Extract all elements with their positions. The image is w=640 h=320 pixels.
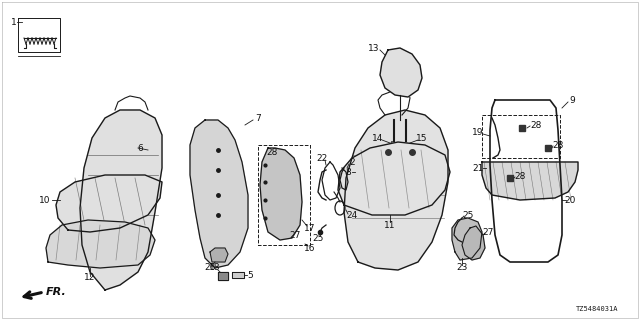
Text: 2: 2 (349, 157, 355, 166)
Text: 18: 18 (209, 263, 221, 273)
Polygon shape (452, 218, 482, 260)
Polygon shape (462, 226, 485, 260)
Text: 27: 27 (289, 230, 301, 239)
Text: 25: 25 (312, 234, 324, 243)
Text: 28: 28 (552, 140, 564, 149)
Text: 8: 8 (345, 167, 351, 177)
Text: 24: 24 (346, 211, 358, 220)
Polygon shape (260, 148, 302, 240)
Text: TZ5484031A: TZ5484031A (575, 306, 618, 312)
Polygon shape (232, 272, 244, 278)
Polygon shape (80, 110, 162, 290)
Text: 12: 12 (84, 274, 96, 283)
Text: 23: 23 (456, 263, 468, 273)
Text: 25: 25 (462, 211, 474, 220)
Text: 17: 17 (304, 223, 316, 233)
Text: 28: 28 (515, 172, 525, 180)
Text: 14: 14 (372, 133, 384, 142)
Text: 6: 6 (137, 143, 143, 153)
Text: FR.: FR. (46, 287, 67, 297)
Polygon shape (46, 220, 155, 268)
Text: 19: 19 (472, 127, 484, 137)
Polygon shape (338, 142, 450, 215)
Text: 7: 7 (255, 114, 261, 123)
Polygon shape (56, 175, 162, 232)
Text: 28: 28 (266, 148, 278, 156)
Text: 11: 11 (384, 220, 396, 229)
Text: 13: 13 (368, 44, 380, 52)
Text: 21: 21 (472, 164, 484, 172)
Text: 1: 1 (11, 18, 17, 27)
Polygon shape (344, 110, 448, 270)
Text: 20: 20 (564, 196, 576, 204)
Text: 16: 16 (304, 244, 316, 252)
Polygon shape (482, 162, 578, 200)
Polygon shape (380, 48, 422, 97)
Polygon shape (218, 272, 228, 280)
Text: 9: 9 (569, 95, 575, 105)
Text: 27: 27 (483, 228, 493, 236)
Polygon shape (210, 248, 228, 262)
Text: 15: 15 (416, 133, 428, 142)
Text: 22: 22 (316, 154, 328, 163)
Polygon shape (190, 120, 248, 268)
Text: 28: 28 (531, 121, 541, 130)
Text: 26: 26 (204, 263, 216, 273)
Polygon shape (490, 100, 562, 262)
Text: 10: 10 (39, 196, 51, 204)
Text: 5: 5 (247, 270, 253, 279)
